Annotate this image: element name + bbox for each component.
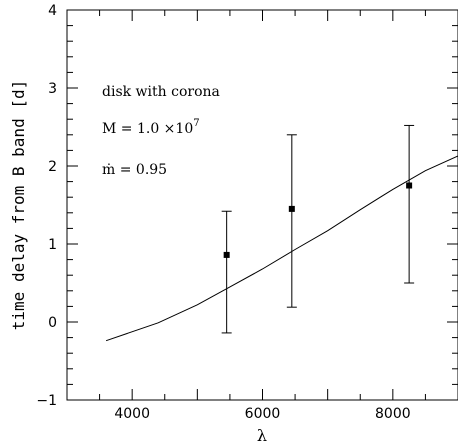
observations: [221, 124, 415, 334]
plot-frame: [66, 9, 458, 401]
x-axis-label: λ: [257, 426, 267, 445]
y-axis-label: time delay from B band [d]: [9, 80, 28, 330]
y-tick-label: 1: [48, 237, 57, 253]
x-tick-label: 6000: [245, 406, 281, 422]
data-point: [288, 205, 295, 212]
y-tick-label: 0: [48, 315, 57, 331]
y-tick-label: 3: [48, 81, 57, 97]
annotation-mdot: ṁ = 0.95: [102, 162, 167, 178]
data-point: [223, 251, 230, 258]
y-tick-label: 4: [48, 3, 57, 19]
annotation-model: disk with corona: [102, 84, 220, 100]
x-tick-label: 4000: [114, 406, 150, 422]
x-tick-label: 8000: [375, 406, 411, 422]
y-tick-label: −1: [36, 393, 57, 409]
mass-prefix: M = 1.0 ×10: [102, 121, 193, 137]
mass-exponent: 7: [193, 118, 199, 129]
annotation-mass: M = 1.0 ×107: [102, 118, 200, 137]
data-point: [406, 182, 413, 189]
y-tick-label: 2: [48, 159, 57, 175]
model-curve: [105, 155, 458, 342]
axis-ticks: [66, 9, 458, 401]
